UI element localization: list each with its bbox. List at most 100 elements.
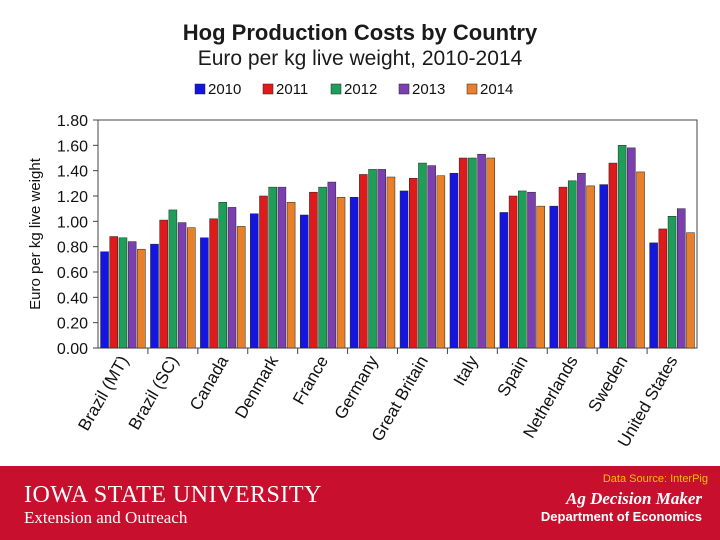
bar <box>508 195 518 349</box>
x-tick-label: Brazil (MT) <box>74 353 132 434</box>
bar <box>536 205 545 349</box>
bar <box>336 197 346 349</box>
bar <box>617 145 627 349</box>
y-tick-label: 0.00 <box>57 341 88 358</box>
bar <box>527 191 536 349</box>
bar <box>676 208 686 349</box>
y-tick-label: 0.80 <box>57 240 88 257</box>
bar <box>137 248 146 349</box>
bar <box>286 202 296 349</box>
bar <box>227 207 237 349</box>
legend-label: 2012 <box>344 81 377 98</box>
bar <box>177 222 187 349</box>
bar <box>318 186 327 349</box>
bar <box>549 205 559 349</box>
x-tick-label: Denmark <box>231 352 282 422</box>
program-logo-text: Ag Decision Maker <box>566 489 702 508</box>
y-axis-title: Euro per kg live weight <box>27 157 44 310</box>
bar <box>608 162 618 349</box>
x-tick-label: Brazil (SC) <box>125 353 183 434</box>
footer-banner: Data Source: InterPig IOWA STATE UNIVERS… <box>0 466 720 540</box>
bar <box>109 236 119 349</box>
bar <box>200 237 209 349</box>
bar <box>567 180 577 349</box>
bar <box>327 181 337 349</box>
bar <box>468 157 477 349</box>
legend-swatch <box>262 83 274 95</box>
university-logo-text: IOWA STATE UNIVERSITY <box>24 482 322 508</box>
bar <box>686 232 695 349</box>
bar <box>268 186 277 349</box>
x-tick-label: France <box>289 353 332 408</box>
bar <box>309 191 318 349</box>
bar <box>386 176 396 349</box>
legend-swatch <box>398 83 410 95</box>
bar <box>436 175 446 349</box>
bar <box>586 185 595 349</box>
y-tick-label: 1.80 <box>57 113 88 130</box>
bar <box>168 209 178 349</box>
bar <box>277 186 287 349</box>
bar <box>458 157 468 349</box>
x-tick-label: Germany <box>331 352 383 422</box>
y-tick-label: 1.40 <box>57 164 88 181</box>
bar <box>299 214 309 349</box>
department-name: Department of Economics <box>540 509 702 524</box>
chart-subtitle: Euro per kg live weight, 2010-2014 <box>197 47 523 70</box>
bar <box>667 216 677 349</box>
bar <box>486 157 496 349</box>
bar <box>649 242 658 349</box>
bar <box>159 219 168 349</box>
bar <box>409 178 418 349</box>
university-unit: Extension and Outreach <box>24 508 188 527</box>
x-tick-label: Spain <box>494 353 532 400</box>
bar <box>250 213 259 349</box>
legend-swatch <box>330 83 342 95</box>
bar <box>377 169 386 349</box>
legend-label: 2011 <box>276 81 308 98</box>
bar <box>449 172 459 349</box>
y-tick-label: 1.60 <box>57 138 88 155</box>
bar <box>187 227 196 349</box>
y-tick-label: 0.60 <box>57 265 88 282</box>
bar <box>218 202 228 349</box>
bar <box>499 212 509 349</box>
bar <box>359 174 368 349</box>
bar <box>127 241 137 349</box>
bar <box>577 172 586 349</box>
bar <box>427 165 436 349</box>
legend-label: 2014 <box>480 81 513 98</box>
legend-swatch <box>466 83 478 95</box>
legend-label: 2010 <box>208 81 241 98</box>
x-tick-label: Canada <box>186 352 233 414</box>
legend-swatch <box>194 83 206 95</box>
x-tick-label: Sweden <box>584 353 631 416</box>
bar <box>236 226 246 349</box>
bar <box>658 228 668 349</box>
bar <box>558 186 568 349</box>
bar <box>368 169 377 349</box>
bar <box>100 251 109 349</box>
bar <box>627 147 636 349</box>
bar-chart: 2010 2011 2012 2013 2014 0.00 0.20 0.40 0.60 0.8… <box>27 81 698 450</box>
legend-label: 2013 <box>412 81 445 98</box>
bar <box>636 171 645 349</box>
bar <box>259 195 268 349</box>
bar <box>599 184 608 349</box>
bar <box>209 218 218 349</box>
legend: 2010 2011 2012 2013 2014 <box>194 81 513 98</box>
bar <box>518 190 527 349</box>
chart-title: Hog Production Costs by Country <box>182 20 538 45</box>
bar <box>118 237 128 349</box>
x-tick-label: Italy <box>450 352 482 389</box>
bar <box>150 243 159 349</box>
bar <box>418 162 427 349</box>
plot-area: 0.00 0.20 0.40 0.60 0.80 1.00 1.20 1.40 1.60 1.80… <box>27 113 698 450</box>
y-tick-label: 0.40 <box>57 290 88 307</box>
bar <box>349 197 359 349</box>
y-tick-label: 1.20 <box>57 189 88 206</box>
bar <box>477 153 486 349</box>
y-tick-label: 1.00 <box>57 214 88 231</box>
data-source: Data Source: InterPig <box>602 473 708 485</box>
